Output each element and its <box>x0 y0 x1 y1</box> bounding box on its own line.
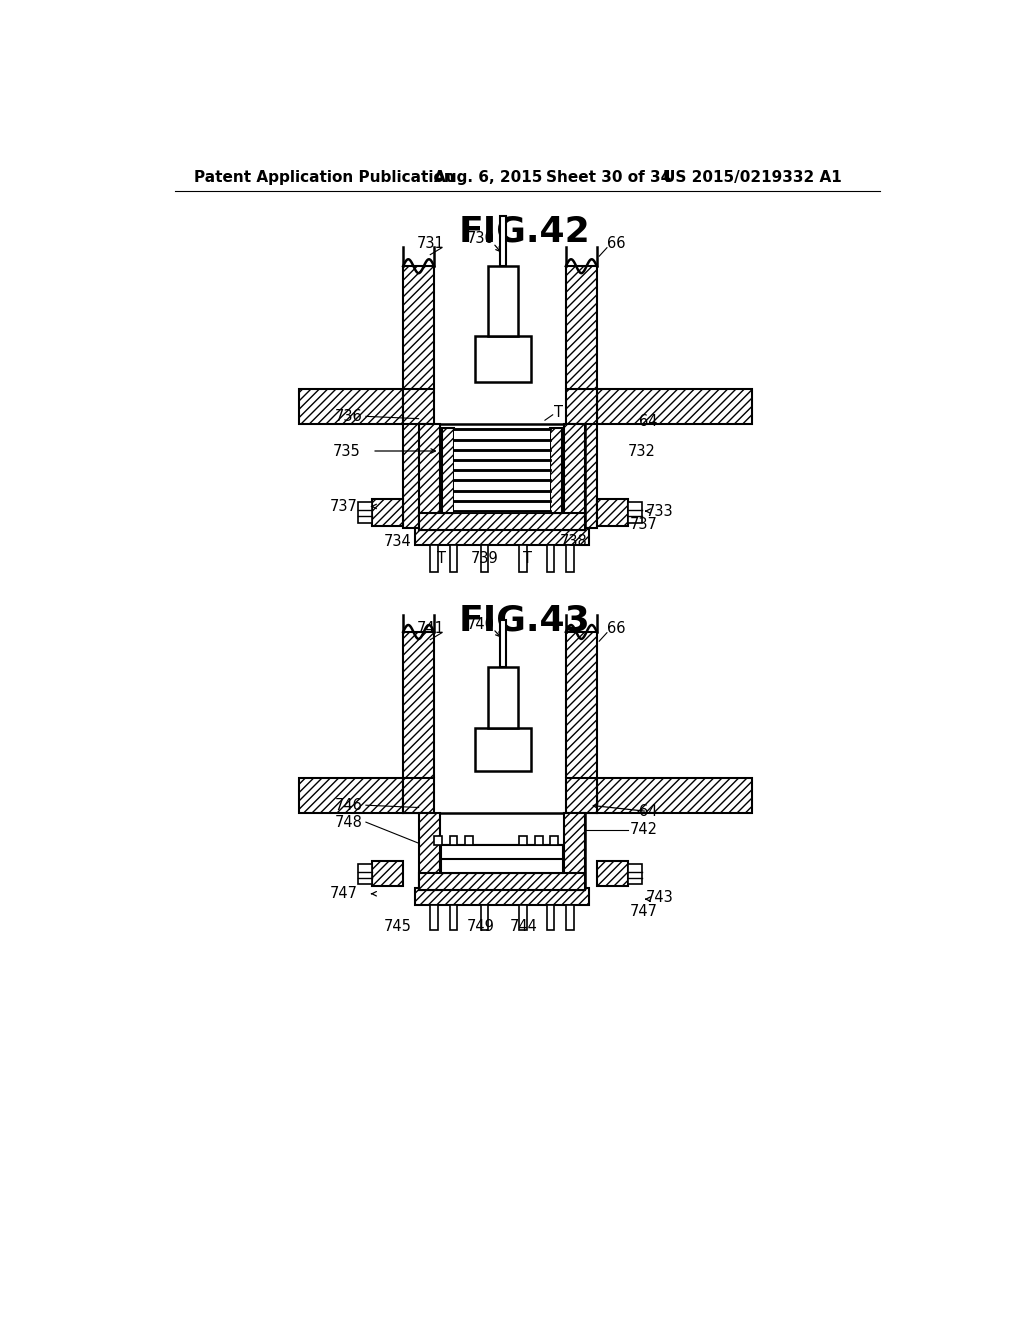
Bar <box>441 845 563 859</box>
Text: 742: 742 <box>630 822 658 837</box>
Bar <box>488 667 518 729</box>
Text: 737: 737 <box>330 499 357 513</box>
Bar <box>566 267 597 528</box>
Bar <box>372 862 403 886</box>
Bar <box>358 865 372 884</box>
Text: 745: 745 <box>384 919 412 935</box>
Bar <box>566 779 597 813</box>
Bar <box>597 499 628 525</box>
Text: 733: 733 <box>646 503 674 519</box>
Text: 732: 732 <box>628 444 655 458</box>
Text: 739: 739 <box>471 552 499 566</box>
Bar <box>488 267 518 335</box>
Bar <box>566 632 597 813</box>
Text: FIG.43: FIG.43 <box>459 603 591 638</box>
Bar <box>628 502 642 524</box>
Bar <box>403 779 434 813</box>
Text: 741: 741 <box>417 620 444 636</box>
Text: Sheet 30 of 34: Sheet 30 of 34 <box>547 170 672 185</box>
Bar <box>597 389 752 424</box>
Text: 744: 744 <box>509 919 538 935</box>
Bar <box>566 545 573 572</box>
Text: 66: 66 <box>607 620 626 636</box>
Text: 749: 749 <box>467 919 495 935</box>
Bar <box>465 836 473 845</box>
Bar <box>403 389 434 424</box>
Text: 730: 730 <box>467 231 495 246</box>
Bar <box>415 888 589 906</box>
Text: 738: 738 <box>560 535 588 549</box>
Bar <box>450 545 458 572</box>
Bar <box>519 836 527 845</box>
Text: 748: 748 <box>335 814 362 830</box>
Text: T: T <box>522 552 531 566</box>
Bar <box>454 428 550 512</box>
Bar <box>358 502 372 524</box>
Bar <box>434 632 566 813</box>
Text: FIG.42: FIG.42 <box>459 215 591 248</box>
Bar <box>500 216 506 267</box>
Bar <box>419 424 586 529</box>
Text: 64: 64 <box>640 804 658 818</box>
Bar <box>434 836 442 845</box>
Bar <box>450 906 458 929</box>
Bar <box>563 424 586 529</box>
Bar <box>550 428 562 512</box>
Text: 747: 747 <box>330 886 357 902</box>
Bar <box>480 906 488 929</box>
Text: 734: 734 <box>384 535 412 549</box>
Bar <box>419 813 440 890</box>
Text: 740: 740 <box>467 616 495 632</box>
Bar <box>419 512 586 529</box>
Text: 64: 64 <box>640 414 658 429</box>
Bar <box>566 906 573 929</box>
Text: 746: 746 <box>335 797 362 813</box>
Text: Aug. 6, 2015: Aug. 6, 2015 <box>434 170 543 185</box>
Text: T: T <box>437 552 446 566</box>
Bar <box>475 729 531 771</box>
Bar <box>442 428 454 512</box>
Bar <box>475 335 531 381</box>
Bar <box>372 499 403 525</box>
Text: 66: 66 <box>607 235 626 251</box>
Bar <box>403 267 434 528</box>
Bar <box>519 545 527 572</box>
Bar <box>480 545 488 572</box>
Text: US 2015/0219332 A1: US 2015/0219332 A1 <box>663 170 842 185</box>
Bar <box>597 779 752 813</box>
Bar <box>430 906 438 929</box>
Bar <box>299 389 403 424</box>
Text: 735: 735 <box>333 444 360 458</box>
Bar <box>299 779 403 813</box>
Bar <box>430 545 438 572</box>
Text: 747: 747 <box>630 904 658 919</box>
Text: 737: 737 <box>630 516 658 532</box>
Bar <box>434 267 566 528</box>
Text: T: T <box>554 405 562 420</box>
Bar <box>547 545 554 572</box>
Bar <box>419 813 586 890</box>
Bar <box>434 389 566 424</box>
Bar <box>450 836 458 845</box>
Text: Patent Application Publication: Patent Application Publication <box>194 170 455 185</box>
Bar <box>628 865 642 884</box>
Text: 736: 736 <box>335 409 362 424</box>
Bar <box>403 632 434 813</box>
Bar <box>547 906 554 929</box>
Bar <box>434 779 566 813</box>
Bar <box>535 836 543 845</box>
Bar <box>441 845 563 873</box>
Bar <box>500 620 506 667</box>
Bar <box>566 389 597 424</box>
Bar <box>597 862 628 886</box>
Text: 731: 731 <box>417 235 444 251</box>
Text: 743: 743 <box>646 890 674 906</box>
Bar <box>550 836 558 845</box>
Bar <box>419 873 586 890</box>
Bar <box>415 528 589 545</box>
Bar <box>519 906 527 929</box>
Bar <box>563 813 586 890</box>
Bar <box>419 424 440 529</box>
